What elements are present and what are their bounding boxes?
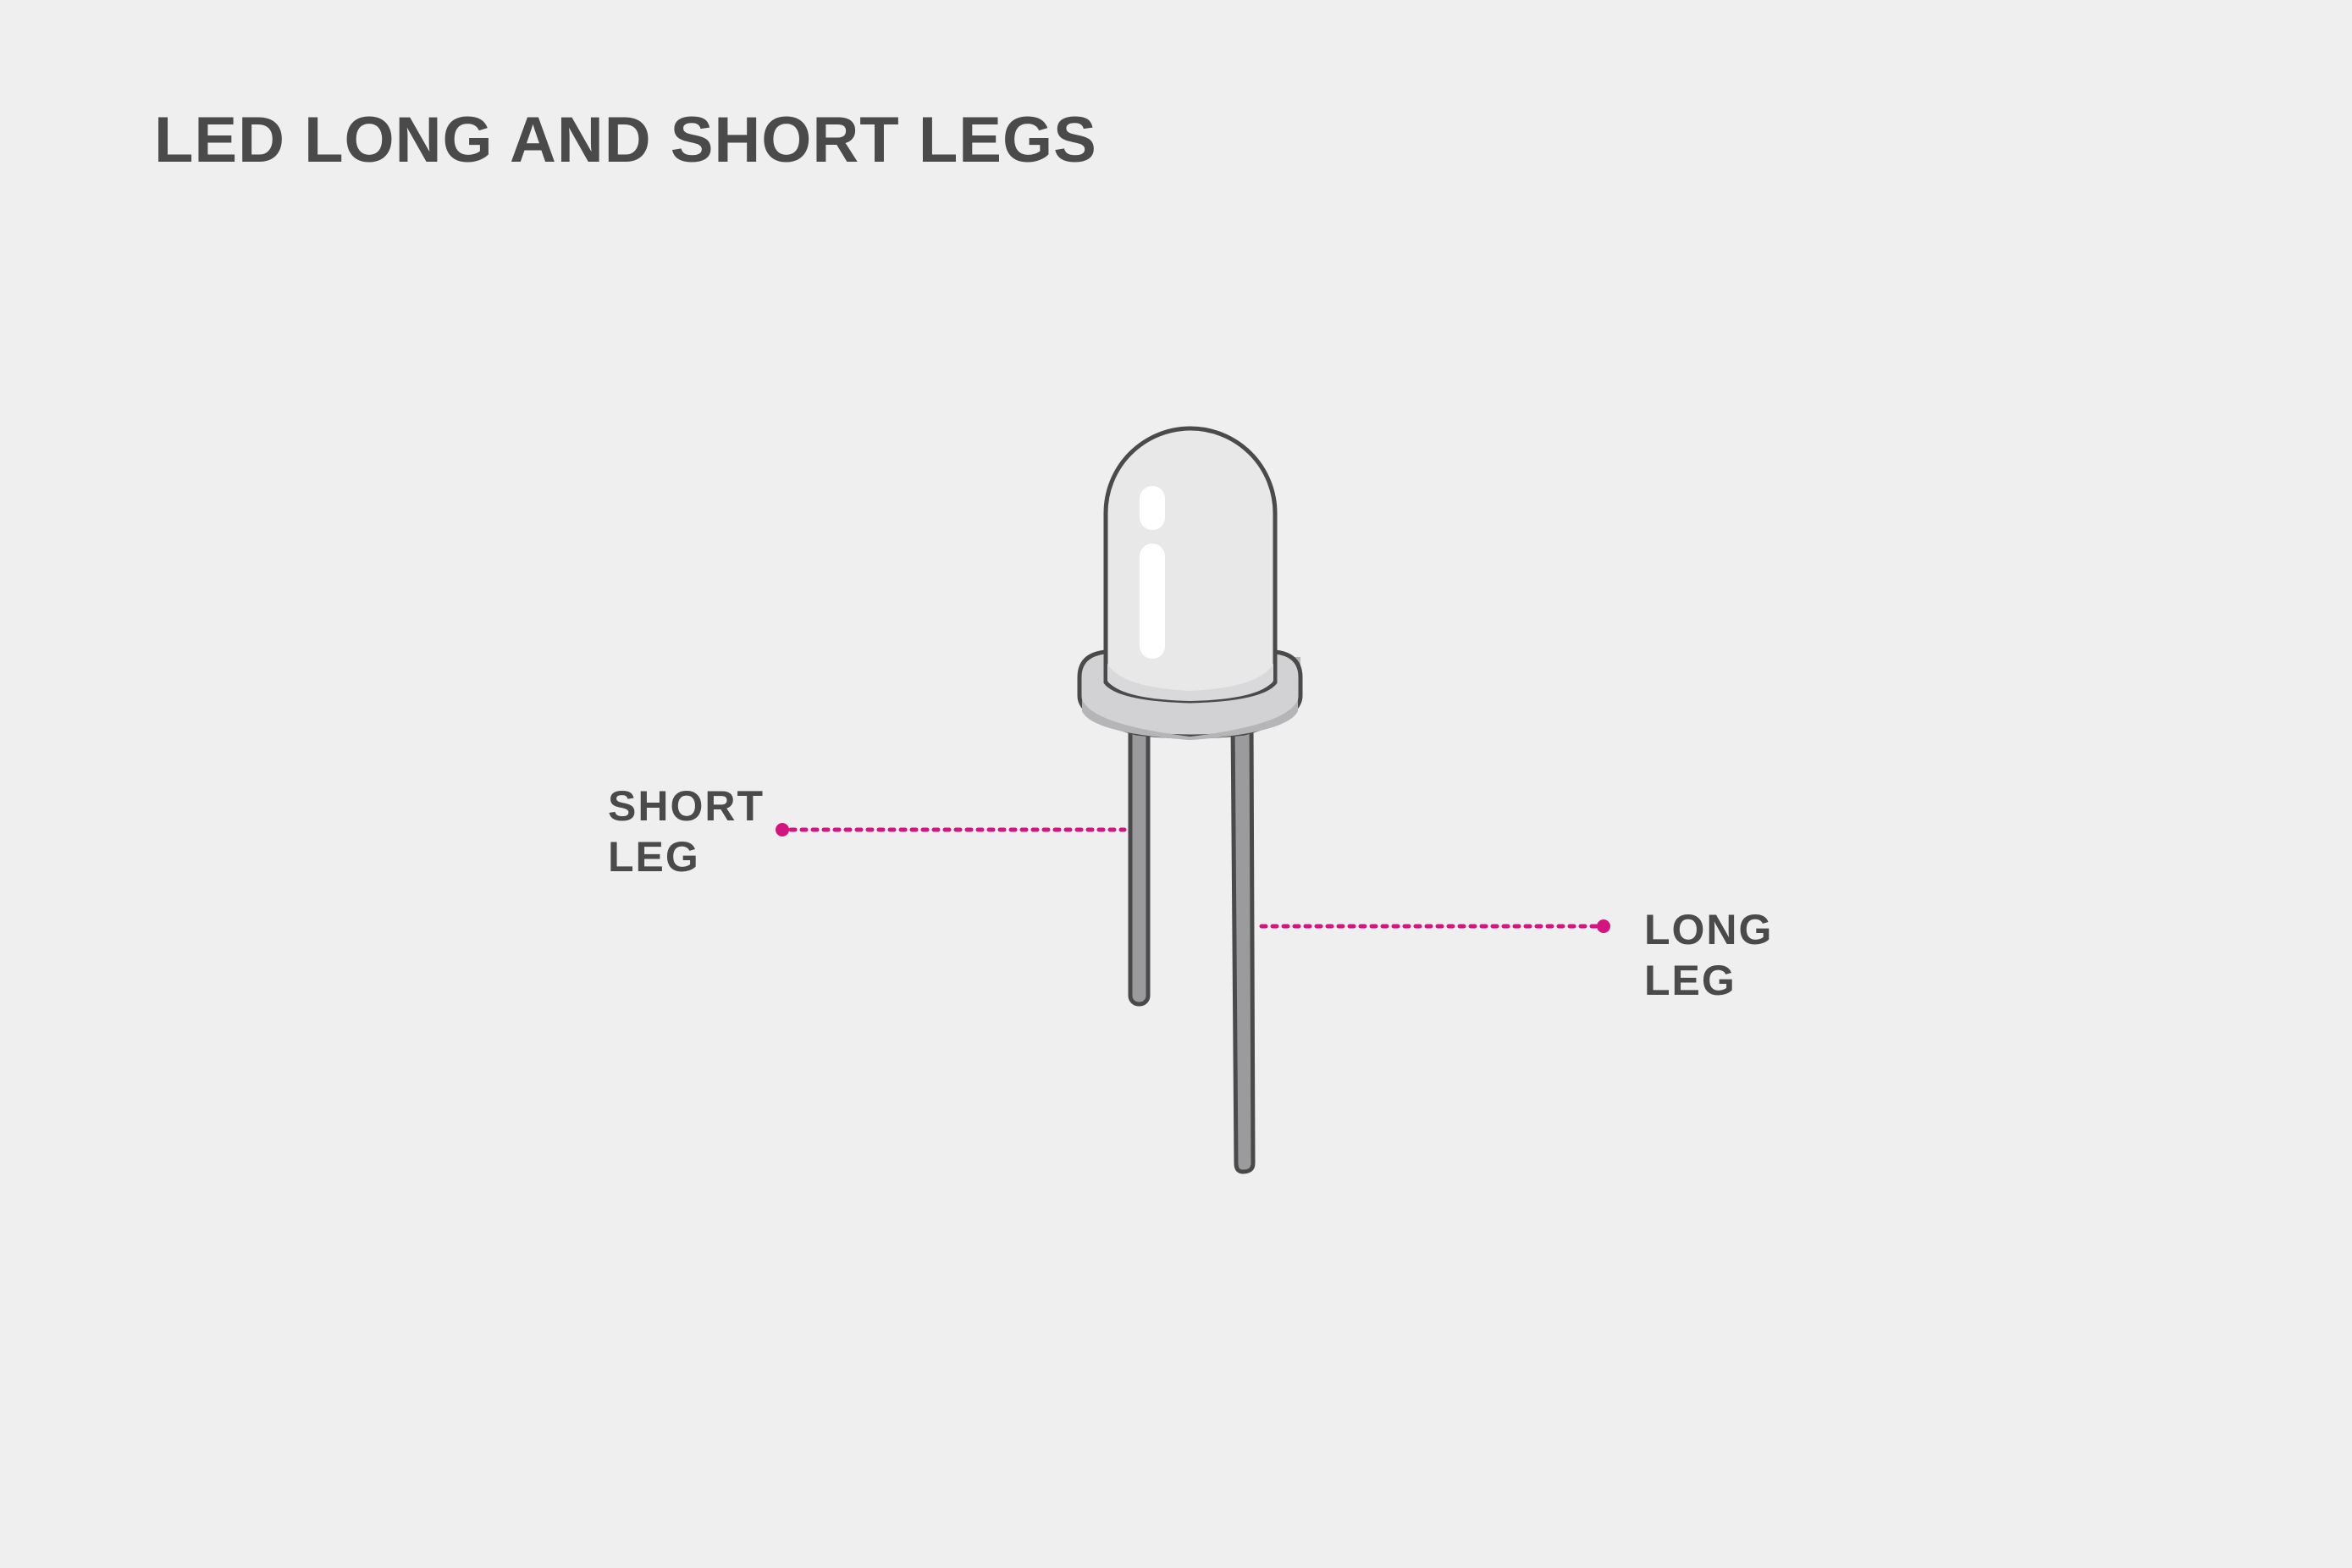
page-title: LED LONG AND SHORT LEGS <box>154 104 1097 176</box>
long-leg-leader <box>1259 919 1610 933</box>
long-leg-label: LONG LEG <box>1644 904 1773 1006</box>
led-legs <box>1128 717 1256 1174</box>
short-leg-label-line1: SHORT <box>608 782 765 830</box>
long-leg-label-line2: LEG <box>1644 957 1736 1004</box>
led-bulb <box>1103 426 1278 704</box>
long-leg <box>1230 717 1256 1174</box>
bulb-highlight-dot <box>1140 486 1165 530</box>
short-leg-label-line2: LEG <box>608 833 700 881</box>
short-leg-label: SHORT LEG <box>608 781 765 882</box>
short-leg-leader <box>776 823 1127 836</box>
bulb-highlight-bar <box>1140 544 1165 659</box>
long-leg-label-line1: LONG <box>1644 906 1774 953</box>
short-leg <box>1128 717 1151 1007</box>
